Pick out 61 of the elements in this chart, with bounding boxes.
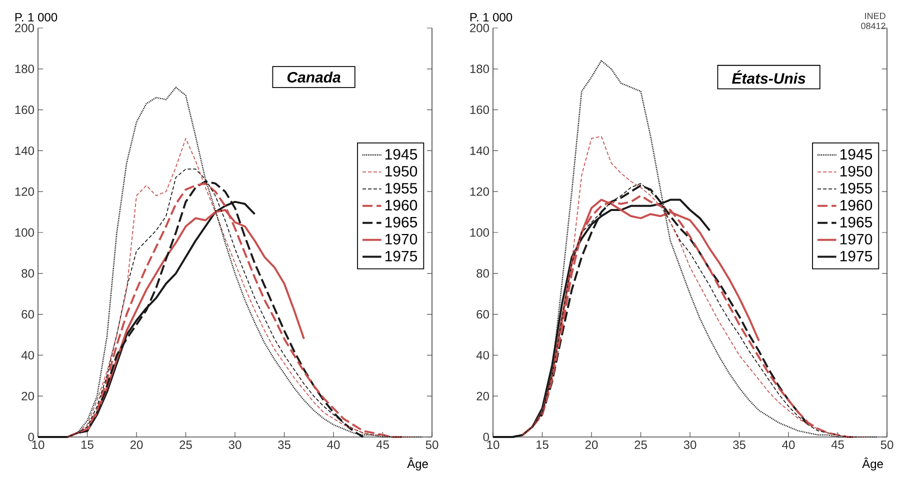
x-tick-label: 35 <box>733 440 746 450</box>
x-tick-label: 10 <box>487 440 500 450</box>
y-tick-label: 140 <box>470 146 490 155</box>
y-tick-label: 200 <box>470 24 490 32</box>
legend-label: 1960 <box>840 200 872 211</box>
y-tick-label: 40 <box>21 350 34 360</box>
annotation: INED 08412 <box>861 12 886 30</box>
y-axis-title: P. 1 000 <box>15 12 58 22</box>
y-axis-title: P. 1 000 <box>470 12 512 22</box>
y-tick-label: 20 <box>476 392 490 400</box>
x-tick-label: 25 <box>180 440 192 450</box>
text: Canada <box>287 72 340 83</box>
legend-label: 1950 <box>840 166 872 177</box>
y-tick-label: 0 <box>28 432 34 442</box>
legend-label: 1955 <box>840 182 872 194</box>
x-tick-label: 30 <box>684 440 696 450</box>
y-tick-label: 120 <box>15 187 34 196</box>
y-tick-label: 20 <box>22 392 34 400</box>
y-tick-label: 180 <box>15 64 34 74</box>
y-tick-label: 80 <box>22 269 34 278</box>
x-tick-label: 25 <box>634 440 647 450</box>
x-tick-label: 45 <box>831 440 844 449</box>
y-tick-label: 160 <box>15 106 34 114</box>
y-tick-label: 160 <box>470 106 490 114</box>
y-tick-label: 0 <box>483 432 490 442</box>
legend-label: 1960 <box>385 200 418 211</box>
x-axis-title: Âge <box>407 458 428 471</box>
y-tick-label: 180 <box>470 64 490 74</box>
x-tick-label: 50 <box>426 440 438 450</box>
y-tick-label: 100 <box>15 228 34 237</box>
legend-label: 1945 <box>385 148 418 160</box>
legend-label: 1975 <box>840 250 872 262</box>
x-tick-label: 20 <box>585 440 598 450</box>
x-tick-label: 45 <box>376 440 389 449</box>
y-tick-label: 80 <box>476 269 490 278</box>
legend-label: 1975 <box>385 250 418 262</box>
legend-label: 1970 <box>385 234 418 244</box>
y-tick-label: 60 <box>476 310 490 319</box>
x-tick-label: 10 <box>32 440 44 450</box>
y-tick-label: 60 <box>22 310 34 319</box>
y-tick-label: 140 <box>15 146 34 155</box>
y-tick-label: 40 <box>476 350 490 360</box>
text: États-Unis <box>732 70 806 84</box>
x-tick-label: 35 <box>278 440 290 450</box>
legend-label: 1965 <box>840 216 872 228</box>
x-tick-label: 40 <box>327 440 340 450</box>
x-tick-label: 15 <box>81 440 94 449</box>
legend-label: 1945 <box>840 148 872 160</box>
legend-label: 1955 <box>385 182 418 194</box>
y-tick-label: 100 <box>470 228 490 237</box>
x-tick-label: 50 <box>880 440 894 450</box>
y-tick-label: 120 <box>470 187 490 196</box>
legend-label: 1950 <box>385 166 418 177</box>
x-tick-label: 20 <box>130 440 143 450</box>
y-tick-label: 200 <box>15 24 34 32</box>
legend-label: 1965 <box>385 216 418 228</box>
x-axis-title: Âge <box>862 458 883 471</box>
legend-label: 1970 <box>840 234 872 244</box>
x-tick-label: 30 <box>228 440 242 450</box>
x-tick-label: 15 <box>536 440 548 449</box>
x-tick-label: 40 <box>782 440 795 450</box>
